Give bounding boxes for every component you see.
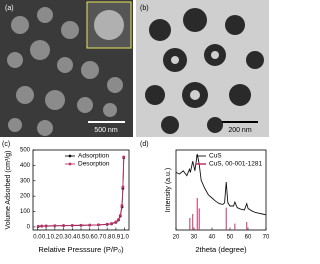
x-tick-label: 0.6 <box>86 235 95 241</box>
x-tick-label: 0.3 <box>59 235 68 241</box>
series-marker <box>79 223 83 227</box>
tem-image: (b) 200 nm <box>136 0 269 137</box>
x-tick-label: 0.8 <box>103 235 112 241</box>
legend-label: CuS <box>209 153 222 160</box>
x-tick-label: 1.0 <box>120 235 129 241</box>
scale-bar-label: 200 nm <box>228 127 252 134</box>
panel-label: (b) <box>140 5 149 12</box>
x-tick-label: 0.7 <box>94 235 103 241</box>
y-tick-label: 100 <box>20 209 31 215</box>
legend-label: CuS, 00-001-1281 <box>209 161 263 168</box>
y-tick-label: 0 <box>27 225 31 231</box>
x-tick-label: 0.9 <box>112 235 121 241</box>
x-tick-label: 50 <box>227 235 234 241</box>
series-marker <box>122 155 126 159</box>
series-marker <box>114 220 118 224</box>
series-line <box>38 157 125 227</box>
plot-frame <box>175 149 267 231</box>
y-tick-label: 500 <box>20 148 31 154</box>
x-tick-label: 0.0 <box>33 235 42 241</box>
series-marker <box>88 223 92 227</box>
legend-label: Adsorption <box>78 153 109 160</box>
series-marker <box>110 222 113 225</box>
series-line <box>175 153 267 216</box>
x-tick-label: 0.2 <box>51 235 60 241</box>
y-tick-label: 200 <box>20 194 31 200</box>
panel-label: (c) <box>2 141 10 148</box>
series-marker <box>40 224 44 228</box>
y-tick-label: 300 <box>20 178 31 184</box>
x-tick-label: 0.4 <box>68 235 77 241</box>
y-axis-label: Volume Adsorbed (cm³/g) <box>5 151 12 230</box>
x-tick-label: 0.5 <box>77 235 86 241</box>
series-marker <box>117 218 120 221</box>
legend-label: Desorption <box>78 161 110 168</box>
x-tick-label: 0.1 <box>42 235 51 241</box>
y-tick-label: 400 <box>20 163 31 169</box>
figure: (a) 500 nm (b) 200 nm (c) Relative Presss… <box>0 0 270 254</box>
x-axis-label: 2theta (degree) <box>195 245 247 254</box>
x-tick-label: 70 <box>263 235 269 241</box>
legend-marker <box>68 154 72 158</box>
series-marker <box>105 222 109 226</box>
series-marker <box>118 213 122 217</box>
panel-label: (d) <box>140 141 149 148</box>
series-marker <box>120 203 124 207</box>
x-axis-label: Relative Presssure (P/P₀) <box>38 245 124 254</box>
x-tick-label: 60 <box>245 235 252 241</box>
panel-label: (a) <box>5 5 14 12</box>
series-marker <box>121 185 125 189</box>
sem-image: (a) 500 nm <box>0 0 133 137</box>
series-marker <box>97 223 100 227</box>
series-marker <box>70 223 74 227</box>
series-marker <box>44 224 48 228</box>
x-tick-label: 20 <box>173 235 180 241</box>
series-marker <box>36 224 40 228</box>
x-tick-label: 30 <box>191 235 198 241</box>
legend-marker <box>68 162 72 166</box>
y-axis-label: Intensity (a.u.) <box>165 168 172 212</box>
series-marker <box>62 224 65 227</box>
x-tick-label: 40 <box>209 235 216 241</box>
series-marker <box>53 224 57 228</box>
scale-bar-label: 500 nm <box>94 127 118 134</box>
